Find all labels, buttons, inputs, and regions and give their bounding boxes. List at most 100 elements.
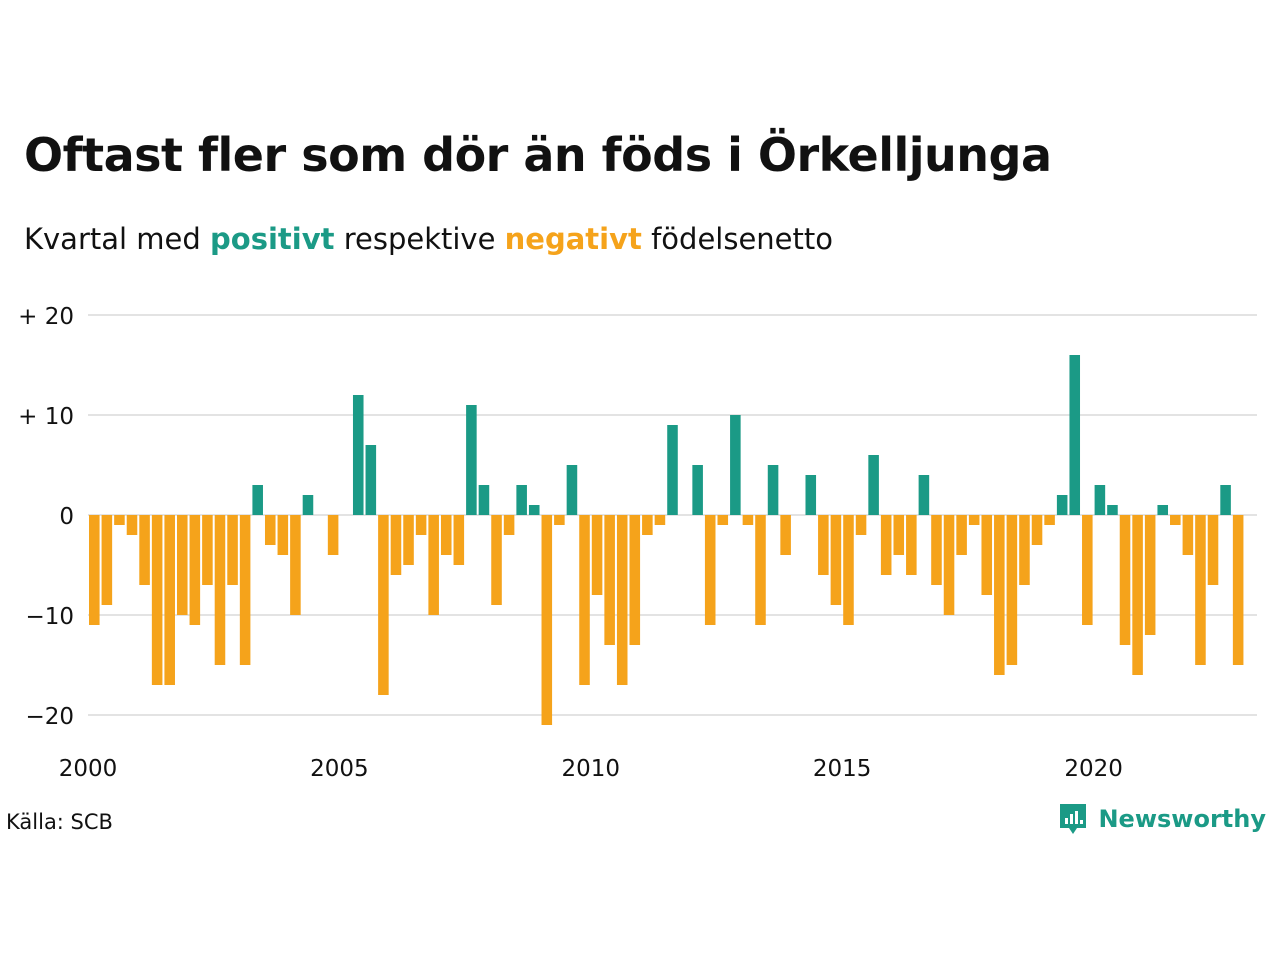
bar-negative — [1006, 515, 1018, 665]
bar-negative — [1195, 515, 1206, 665]
y-tick-label: 0 — [59, 504, 74, 530]
bar-negative — [214, 515, 226, 665]
bar-negative — [101, 515, 113, 605]
y-tick-label: −20 — [25, 704, 74, 730]
newsworthy-logo-icon — [1060, 804, 1087, 834]
bar-negative — [616, 515, 628, 685]
bar-negative — [453, 515, 465, 565]
source-note: Källa: SCB — [6, 810, 113, 834]
bar-negative — [126, 515, 138, 535]
bar-positive — [1107, 505, 1118, 515]
y-tick-label: −10 — [25, 604, 74, 630]
bar-negative — [994, 515, 1005, 675]
bar-negative — [893, 515, 905, 555]
bar-negative — [968, 515, 980, 525]
bar-negative — [1207, 515, 1219, 585]
bar-negative — [227, 515, 238, 585]
bar-negative — [189, 515, 201, 625]
subtitle-suffix: födelsenetto — [651, 222, 833, 256]
bar-negative — [89, 515, 100, 625]
bar-negative — [151, 515, 163, 685]
bar-positive — [566, 465, 578, 515]
bar-negative — [378, 515, 389, 695]
y-tick-label: + 20 — [18, 304, 74, 330]
brand-logo: Newsworthy — [1058, 802, 1266, 836]
bar-positive — [1094, 485, 1106, 515]
bar-negative — [931, 515, 942, 585]
bar-positive — [1069, 355, 1081, 515]
bar-negative — [176, 515, 188, 615]
x-tick-label: 2005 — [310, 756, 369, 782]
bar-negative — [1182, 515, 1194, 555]
bar-positive — [302, 495, 314, 515]
subtitle-middle: respektive — [343, 222, 496, 256]
bar-negative — [717, 515, 729, 525]
bar-negative — [239, 515, 251, 665]
bar-positive — [767, 465, 779, 515]
bar-negative — [541, 515, 553, 725]
bar-negative — [880, 515, 892, 575]
x-tick-label: 2020 — [1064, 756, 1123, 782]
subtitle-prefix: Kvartal med — [24, 222, 201, 256]
bar-positive — [528, 505, 540, 515]
bar-negative — [1119, 515, 1131, 645]
bar-positive — [1220, 485, 1231, 515]
bar-negative — [1132, 515, 1143, 675]
bar-positive — [730, 415, 741, 515]
bar-negative — [855, 515, 867, 535]
bar-negative — [403, 515, 414, 565]
bar-negative — [491, 515, 502, 605]
bar-negative — [604, 515, 615, 645]
bar-positive — [667, 425, 678, 515]
chart-subtitle: Kvartal med positivt respektive negativt… — [24, 222, 833, 256]
x-tick-label: 2000 — [59, 756, 118, 782]
bar-negative — [1031, 515, 1043, 545]
bar-negative — [1232, 515, 1244, 665]
brand-name: Newsworthy — [1098, 805, 1266, 833]
bar-negative — [843, 515, 854, 625]
bar-negative — [755, 515, 766, 625]
bar-negative — [956, 515, 967, 555]
bar-negative — [390, 515, 402, 575]
bar-negative — [629, 515, 641, 645]
y-tick-label: + 10 — [18, 404, 74, 430]
x-tick-label: 2010 — [562, 756, 621, 782]
bar-positive — [805, 475, 817, 515]
bar-negative — [428, 515, 439, 615]
bar-positive — [868, 455, 879, 515]
bar-negative — [164, 515, 175, 685]
bar-positive — [252, 485, 263, 515]
bar-negative — [579, 515, 590, 685]
bar-negative — [554, 515, 565, 525]
bar-negative — [290, 515, 301, 615]
bar-negative — [202, 515, 213, 585]
bar-negative — [1144, 515, 1156, 635]
chart-title: Oftast fler som dör än föds i Örkelljung… — [24, 128, 1052, 182]
bar-negative — [139, 515, 150, 585]
bar-negative — [591, 515, 603, 595]
bar-negative — [1019, 515, 1030, 585]
bar-positive — [352, 395, 364, 515]
bar-positive — [516, 485, 527, 515]
bar-negative — [943, 515, 955, 615]
bar-negative — [830, 515, 842, 605]
bar-positive — [1157, 505, 1169, 515]
bar-negative — [327, 515, 339, 555]
bar-chart: + 20 + 10 0 −10 −20 2000 2005 2010 2015 2020 — [18, 304, 1257, 782]
bar-negative — [1082, 515, 1093, 625]
bar-negative — [906, 515, 917, 575]
bar-negative — [1170, 515, 1181, 525]
bar-negative — [1044, 515, 1055, 525]
bar-positive — [1056, 495, 1068, 515]
subtitle-negative-label: negativt — [504, 222, 642, 256]
bar-negative — [503, 515, 515, 535]
x-tick-label: 2015 — [813, 756, 872, 782]
bar-positive — [466, 405, 477, 515]
subtitle-positive-label: positivt — [210, 222, 335, 256]
bar-negative — [440, 515, 452, 555]
bar-negative — [742, 515, 754, 525]
bar-negative — [264, 515, 276, 545]
bar-negative — [277, 515, 289, 555]
bar-negative — [981, 515, 993, 595]
bar-negative — [415, 515, 427, 535]
